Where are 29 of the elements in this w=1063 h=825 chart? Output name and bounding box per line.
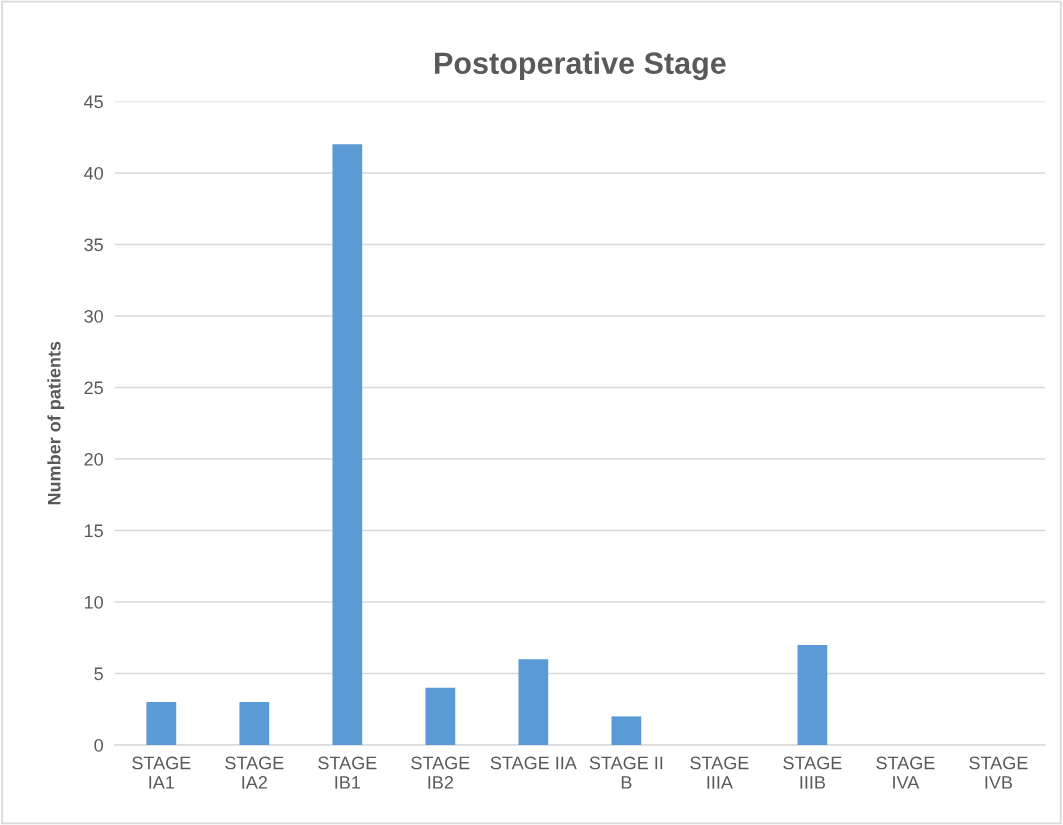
y-tick-label: 30	[84, 309, 103, 323]
x-tick-label: STAGE IB2	[411, 756, 470, 789]
x-tick-label: STAGE IB1	[318, 756, 377, 789]
bar	[146, 702, 177, 745]
bar	[797, 644, 828, 745]
bar	[332, 144, 363, 745]
x-tick-label: STAGE IA2	[225, 756, 284, 789]
bar	[611, 716, 642, 745]
x-tick-label: STAGE IIA	[490, 756, 577, 770]
x-tick-label: STAGE IA1	[132, 756, 191, 789]
bar	[518, 659, 549, 745]
y-tick-label: 5	[94, 667, 103, 681]
x-tick-label: STAGE IVA	[876, 756, 935, 789]
y-tick-label: 15	[84, 524, 103, 538]
y-tick-label: 10	[84, 595, 103, 609]
y-axis-title: Number of patients	[47, 341, 65, 505]
bar	[425, 687, 456, 745]
x-tick-label: STAGE IVB	[969, 756, 1028, 789]
bar	[239, 702, 270, 745]
y-tick-label: 35	[84, 238, 103, 252]
x-tick-label: STAGE IIIB	[783, 756, 842, 789]
chart-title: Postoperative Stage	[435, 51, 726, 81]
y-tick-label: 25	[84, 381, 103, 395]
y-tick-label: 45	[84, 95, 103, 109]
y-tick-label: 40	[84, 166, 103, 180]
y-tick-label: 0	[94, 738, 103, 752]
x-tick-label: STAGE IIIA	[690, 756, 749, 789]
y-tick-label: 20	[84, 452, 103, 466]
x-tick-label: STAGE II B	[589, 756, 663, 789]
